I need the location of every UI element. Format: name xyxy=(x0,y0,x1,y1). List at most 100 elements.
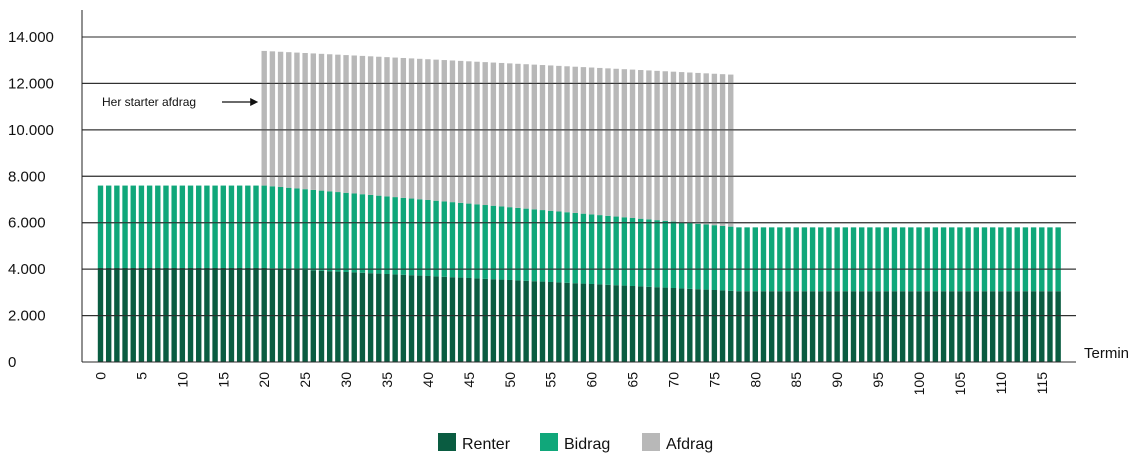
bar-renter xyxy=(687,288,693,362)
bar-bidrag xyxy=(163,185,169,268)
bar-renter xyxy=(351,272,357,362)
bar-bidrag xyxy=(736,227,742,292)
bar-bidrag xyxy=(777,227,783,292)
bar-afdrag xyxy=(441,60,447,202)
bar-bidrag xyxy=(1006,227,1012,292)
bar-renter xyxy=(457,277,464,362)
bar-afdrag xyxy=(605,68,611,216)
bar-bidrag xyxy=(269,186,276,269)
bar-afdrag xyxy=(269,51,276,187)
bar-bidrag xyxy=(253,185,259,268)
bar-bidrag xyxy=(899,227,906,292)
bar-renter xyxy=(326,271,333,362)
bar-renter xyxy=(940,291,947,362)
bar-bidrag xyxy=(261,185,267,268)
bar-renter xyxy=(490,279,497,362)
bar-bidrag xyxy=(236,185,243,268)
bar-afdrag xyxy=(719,74,726,226)
bar-afdrag xyxy=(400,57,407,198)
bar-bidrag xyxy=(809,227,816,292)
annotation-arrow-head xyxy=(250,98,259,106)
bar-bidrag xyxy=(867,227,873,292)
bar-afdrag xyxy=(302,53,308,190)
bar-bidrag xyxy=(850,227,857,292)
bar-bidrag xyxy=(564,212,570,283)
bar-bidrag xyxy=(826,227,832,292)
x-tick-label: 105 xyxy=(952,372,968,396)
bar-afdrag xyxy=(466,61,472,204)
x-tick-label: 90 xyxy=(829,372,845,388)
bar-renter xyxy=(924,291,930,362)
bar-afdrag xyxy=(613,68,619,217)
bar-bidrag xyxy=(367,194,374,274)
bar-renter xyxy=(785,291,791,362)
bar-renter xyxy=(523,280,529,362)
bar-afdrag xyxy=(572,66,578,213)
bar-bidrag xyxy=(212,185,218,268)
bar-afdrag xyxy=(343,55,349,193)
bar-bidrag xyxy=(580,213,587,284)
x-tick-label: 30 xyxy=(338,372,354,388)
bar-bidrag xyxy=(760,227,767,292)
bar-bidrag xyxy=(875,227,881,292)
bar-afdrag xyxy=(678,72,685,223)
bar-renter xyxy=(809,291,816,362)
bar-bidrag xyxy=(105,185,112,268)
bar-afdrag xyxy=(318,53,325,191)
bar-afdrag xyxy=(629,69,636,218)
bar-bidrag xyxy=(588,214,595,284)
bar-afdrag xyxy=(335,54,341,193)
bar-afdrag xyxy=(515,63,521,208)
bar-renter xyxy=(474,278,480,362)
bar-renter xyxy=(703,289,709,362)
bar-bidrag xyxy=(687,223,693,289)
bar-bidrag xyxy=(343,192,349,272)
bar-afdrag xyxy=(539,65,546,211)
x-tick-label: 15 xyxy=(215,372,231,388)
bar-afdrag xyxy=(359,55,366,195)
bar-bidrag xyxy=(646,219,652,287)
y-tick-label: 0 xyxy=(8,354,16,371)
x-tick-label: 55 xyxy=(543,372,559,388)
bar-bidrag xyxy=(572,212,578,284)
bar-renter xyxy=(1039,291,1045,362)
bar-bidrag xyxy=(859,227,865,292)
bar-bidrag xyxy=(932,227,939,292)
bar-bidrag xyxy=(924,227,930,292)
bar-renter xyxy=(949,291,955,362)
bar-bidrag xyxy=(228,185,235,268)
bar-afdrag xyxy=(638,70,644,219)
bar-renter xyxy=(228,267,235,362)
bar-renter xyxy=(752,291,758,362)
bar-renter xyxy=(171,267,177,362)
x-tick-label: 25 xyxy=(297,372,313,388)
bar-afdrag xyxy=(646,70,652,220)
bar-renter xyxy=(449,277,456,362)
bar-bidrag xyxy=(973,227,979,292)
bars xyxy=(82,36,1076,363)
bar-afdrag xyxy=(392,57,398,198)
bar-afdrag xyxy=(687,72,693,224)
bar-bidrag xyxy=(793,227,799,292)
x-tick-label: 65 xyxy=(625,372,641,388)
bar-bidrag xyxy=(384,196,390,274)
bar-renter xyxy=(883,291,889,362)
bar-renter xyxy=(155,267,161,362)
bar-renter xyxy=(728,290,734,362)
bar-renter xyxy=(163,267,169,362)
bar-afdrag xyxy=(547,65,554,211)
bar-bidrag xyxy=(711,225,718,290)
x-tick-label: 80 xyxy=(747,372,763,388)
bar-bidrag xyxy=(97,185,104,268)
bar-bidrag xyxy=(916,227,922,292)
bar-renter xyxy=(441,276,447,362)
legend: Renter Bidrag Afdrag xyxy=(438,433,713,453)
bar-bidrag xyxy=(629,217,636,286)
bar-renter xyxy=(1030,291,1037,362)
bar-afdrag xyxy=(703,73,709,225)
bar-afdrag xyxy=(523,64,529,209)
bar-renter xyxy=(908,291,914,362)
bar-bidrag xyxy=(466,203,472,278)
bar-renter xyxy=(842,291,849,362)
